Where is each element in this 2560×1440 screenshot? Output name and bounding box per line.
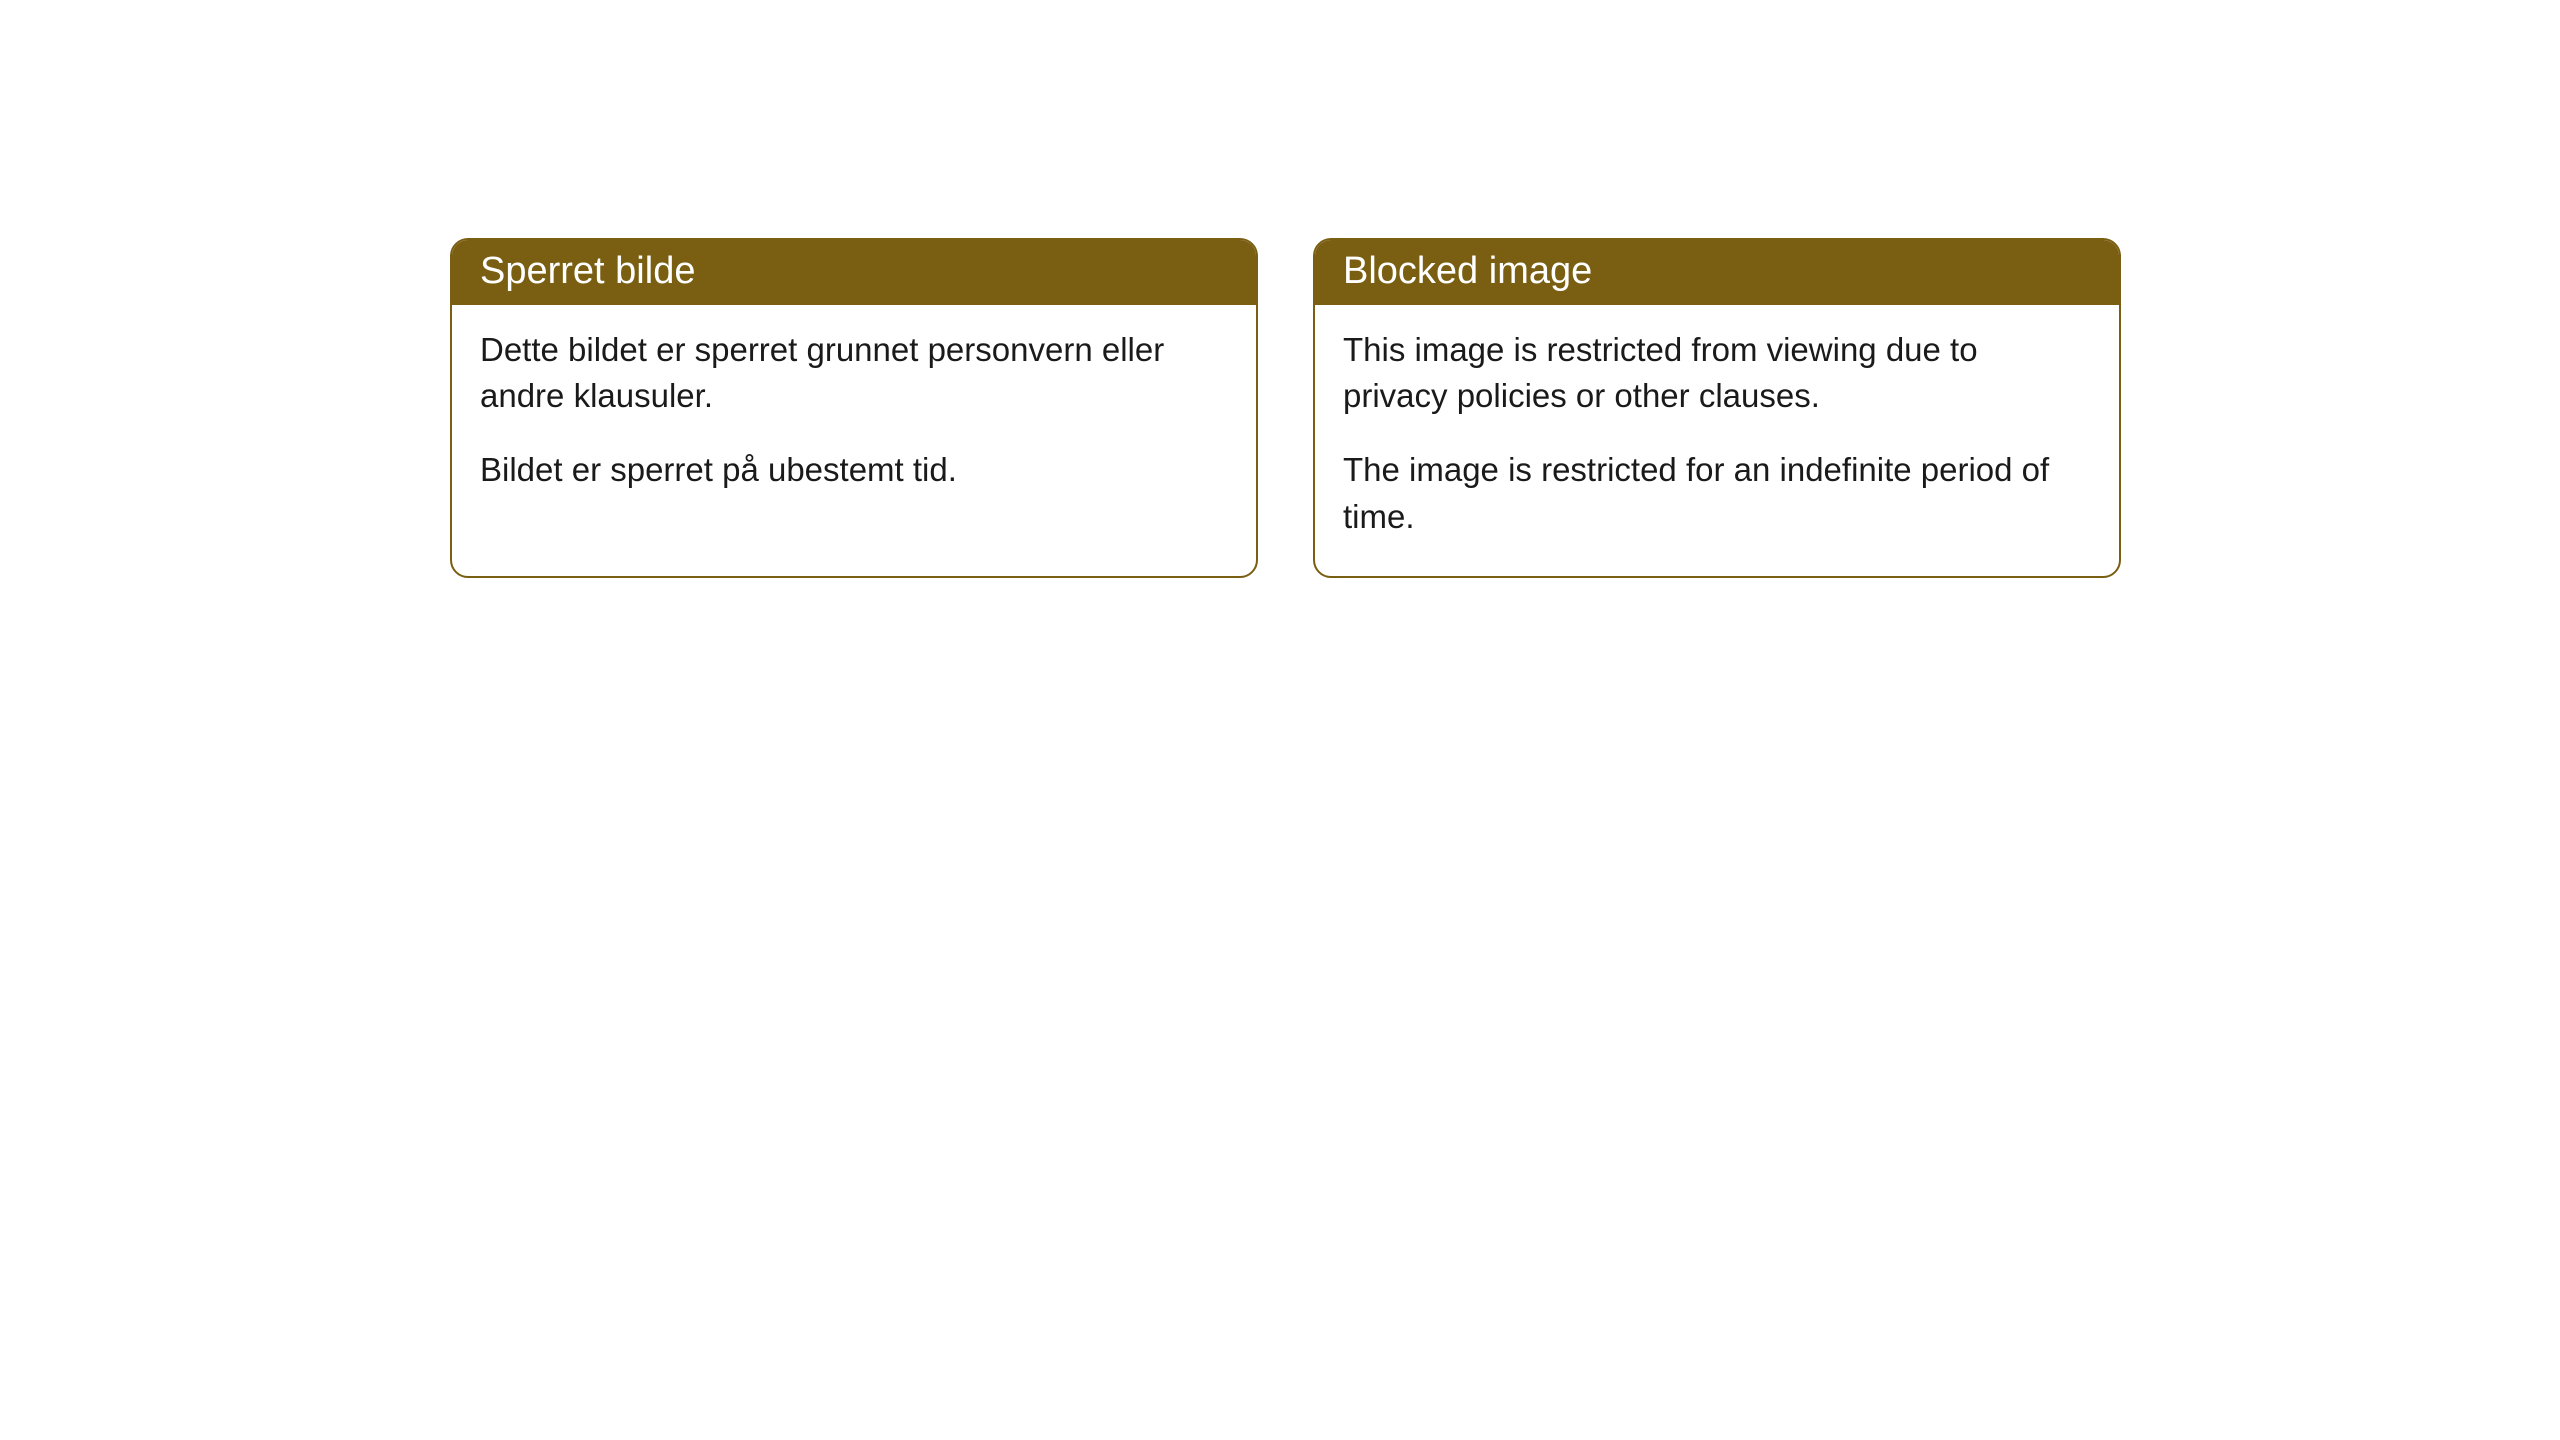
card-body-text: The image is restricted for an indefinit… bbox=[1343, 447, 2091, 539]
card-body-text: Bildet er sperret på ubestemt tid. bbox=[480, 447, 1228, 493]
blocked-image-card-norwegian: Sperret bilde Dette bildet er sperret gr… bbox=[450, 238, 1258, 578]
card-header-english: Blocked image bbox=[1315, 240, 2119, 305]
card-body-text: This image is restricted from viewing du… bbox=[1343, 327, 2091, 419]
blocked-image-card-english: Blocked image This image is restricted f… bbox=[1313, 238, 2121, 578]
card-body-text: Dette bildet er sperret grunnet personve… bbox=[480, 327, 1228, 419]
card-body-norwegian: Dette bildet er sperret grunnet personve… bbox=[452, 305, 1256, 530]
card-body-english: This image is restricted from viewing du… bbox=[1315, 305, 2119, 576]
card-header-norwegian: Sperret bilde bbox=[452, 240, 1256, 305]
notice-cards-container: Sperret bilde Dette bildet er sperret gr… bbox=[0, 0, 2560, 578]
